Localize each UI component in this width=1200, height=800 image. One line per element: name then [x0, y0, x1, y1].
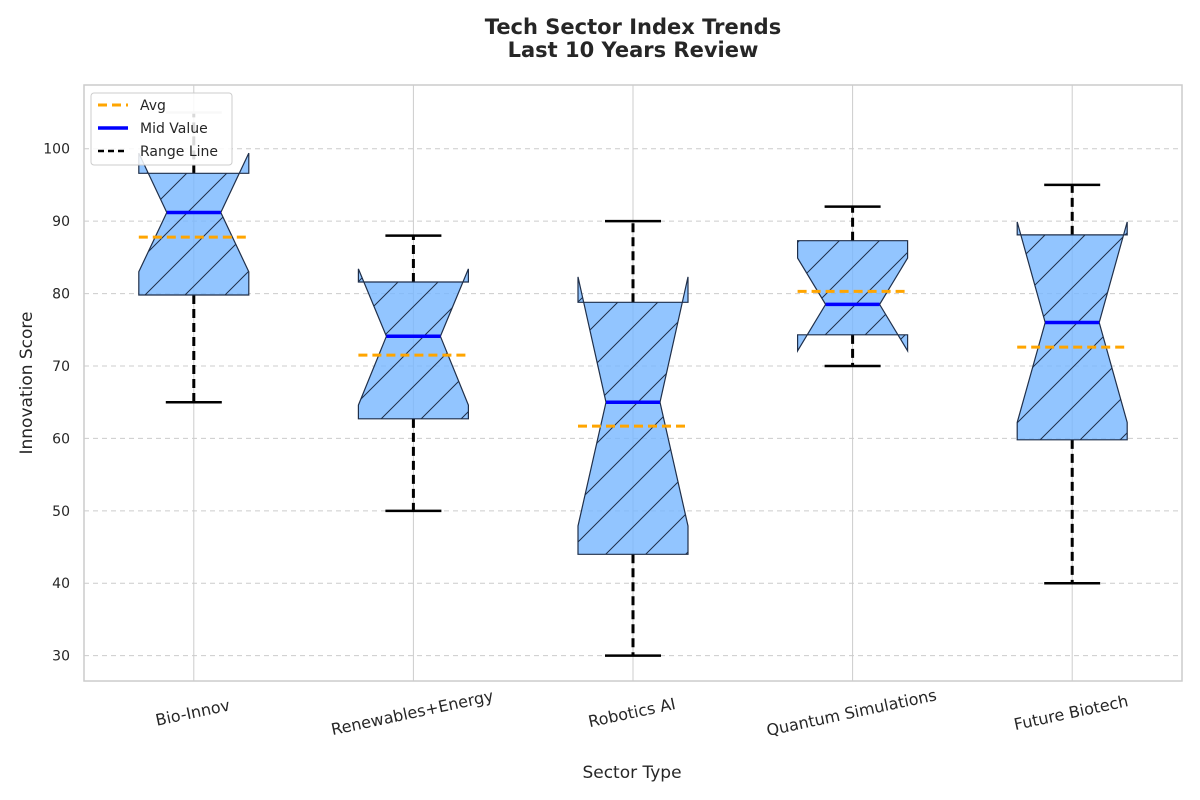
- y-tick-label: 90: [52, 214, 70, 230]
- plot-frame: [83, 84, 1183, 682]
- x-tick-label: Future Biotech: [1012, 691, 1130, 734]
- legend-mid-value-label: Mid Value: [140, 121, 208, 137]
- box-hatch: [577, 276, 689, 555]
- x-axis-label: Sector Type: [582, 763, 681, 783]
- legend-avg-label: Avg: [140, 98, 166, 114]
- y-tick-label: 70: [52, 359, 70, 375]
- box-series: [138, 111, 1128, 657]
- y-tick-labels: 30 40 50 60 70 80 90 100: [43, 142, 70, 665]
- box-group: [1016, 183, 1128, 585]
- box-group: [357, 234, 469, 513]
- y-tick-label: 60: [52, 431, 70, 447]
- y-tick-label: 80: [52, 287, 70, 303]
- x-tick-label: Robotics AI: [586, 694, 677, 731]
- chart-title-line2: Last 10 Years Review: [508, 38, 759, 62]
- chart-title-line1: Tech Sector Index Trends: [485, 15, 781, 39]
- box-group: [138, 111, 250, 404]
- box-group: [577, 219, 689, 657]
- y-tick-label: 100: [43, 142, 70, 158]
- box-hatch: [357, 268, 469, 420]
- x-tick-label: Quantum Simulations: [765, 685, 938, 740]
- box-hatch: [138, 152, 250, 296]
- y-axis-label: Innovation Score: [17, 311, 37, 454]
- legend-box: [90, 92, 233, 166]
- box-hatch: [796, 240, 909, 353]
- legend-range-line-label: Range Line: [140, 144, 218, 160]
- x-tick-label: Bio-Innov: [154, 695, 232, 729]
- box-group: [796, 205, 909, 368]
- legend: Avg Mid Value Range Line: [90, 92, 233, 166]
- y-tick-label: 50: [52, 504, 70, 520]
- box-hatch: [1016, 221, 1128, 441]
- y-tick-label: 30: [52, 649, 70, 665]
- x-tick-label: Renewables+Energy: [329, 686, 495, 739]
- x-tick-labels: Bio-Innov Renewables+Energy Robotics AI Qua…: [154, 685, 1130, 740]
- y-tick-label: 40: [52, 576, 70, 592]
